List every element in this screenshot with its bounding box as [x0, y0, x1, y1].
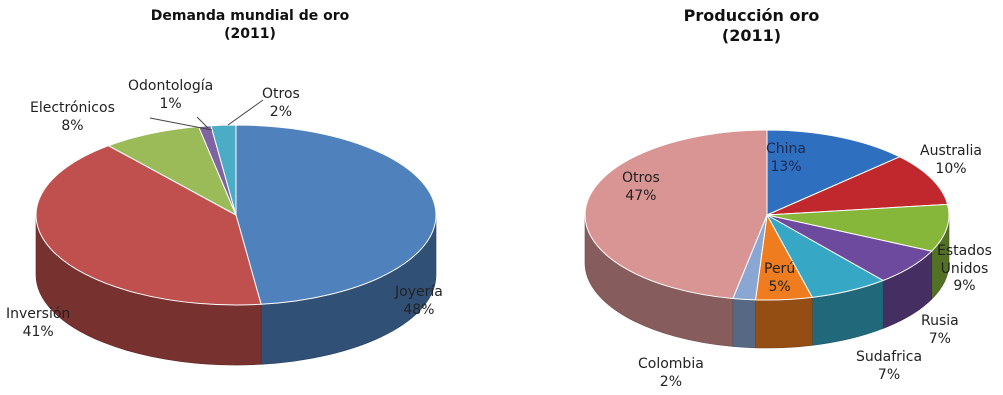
chart-title-line: (2011): [721, 26, 782, 45]
chart-demanda-mundial: Demanda mundial de oro (2011) Joyería 48…: [0, 0, 500, 395]
chart-title: Producción oro (2011): [500, 6, 1003, 46]
slice-percent: 47%: [625, 187, 657, 204]
pie-wall-colombia: [732, 298, 756, 349]
chart-title: Demanda mundial de oro (2011): [0, 8, 500, 43]
slice-label-otros: Otros 47%: [622, 170, 660, 205]
slice-name: Otros: [622, 170, 660, 186]
pie-wall-peru: [755, 296, 813, 349]
slice-name: Otros: [262, 86, 300, 102]
slice-percent: 2%: [269, 103, 293, 120]
slice-name: Perú: [764, 261, 796, 277]
slice-label-sudafrica: Sudafrica 7%: [856, 349, 922, 384]
leader-line-otros: [227, 99, 264, 126]
slice-label-colombia: Colombia 2%: [638, 356, 704, 391]
slice-percent: 2%: [659, 373, 682, 390]
slice-name: Inversión: [6, 306, 71, 322]
slice-percent: 8%: [61, 117, 84, 134]
slice-percent: 7%: [877, 366, 901, 383]
chart-title-line: (2011): [224, 25, 276, 42]
chart-title-line: Producción oro: [683, 6, 820, 25]
pie-chart-demand: [35, 99, 437, 366]
slice-label-estados-unidos: Estados Unidos 9%: [937, 243, 992, 296]
chart-title-line: Demanda mundial de oro: [150, 8, 350, 24]
slice-percent: 13%: [770, 158, 802, 175]
slice-percent: 1%: [159, 95, 182, 112]
pie-slice-australia: [766, 156, 949, 216]
slice-percent: 10%: [935, 160, 967, 177]
slice-percent: 9%: [953, 278, 976, 294]
pie-chart-production: [584, 129, 950, 349]
pie-slice-otros: [210, 124, 237, 216]
pie-slice-otros: [584, 129, 768, 300]
slice-label-australia: Australia 10%: [920, 143, 982, 178]
pie-slice-estados-unidos: [766, 203, 950, 252]
slice-label-joyeria: Joyería 48%: [395, 284, 443, 319]
slice-name: Odontología: [128, 78, 214, 94]
slice-label-peru: Perú 5%: [764, 261, 795, 296]
slice-percent: 7%: [928, 330, 951, 347]
slice-name-line: Unidos: [940, 260, 989, 277]
slice-percent: 48%: [403, 301, 435, 318]
pie-slice-inversion: [35, 145, 262, 306]
slice-percent: 5%: [768, 278, 791, 295]
leader-line-odontologia: [196, 116, 209, 129]
slice-label-china: China 13%: [766, 141, 806, 176]
slice-name: Rusia: [921, 313, 959, 329]
slice-label-inversion: Inversión 41%: [6, 306, 70, 341]
slice-name: Sudafrica: [856, 349, 923, 365]
chart-produccion-oro: Producción oro (2011) China 13% Australi…: [500, 0, 1003, 395]
pie-slice-joyeria: [235, 124, 437, 305]
pie-slice-china: [766, 129, 901, 216]
slice-label-otros: Otros 2%: [262, 86, 300, 121]
slice-name: China: [766, 141, 806, 157]
slice-name: Australia: [920, 143, 982, 159]
slice-name-line: Estados: [937, 243, 992, 259]
slice-label-rusia: Rusia 7%: [921, 313, 959, 348]
slice-percent: 41%: [22, 323, 54, 340]
slice-label-odontologia: Odontología 1%: [128, 78, 213, 113]
leader-line-electronicos: [149, 117, 213, 131]
slice-label-electronicos: Electrónicos 8%: [30, 100, 115, 135]
slice-name: Electrónicos: [30, 100, 115, 116]
slice-name: Estados Unidos: [937, 243, 992, 278]
slice-name: Colombia: [638, 356, 704, 372]
slice-name: Joyería: [395, 284, 443, 300]
